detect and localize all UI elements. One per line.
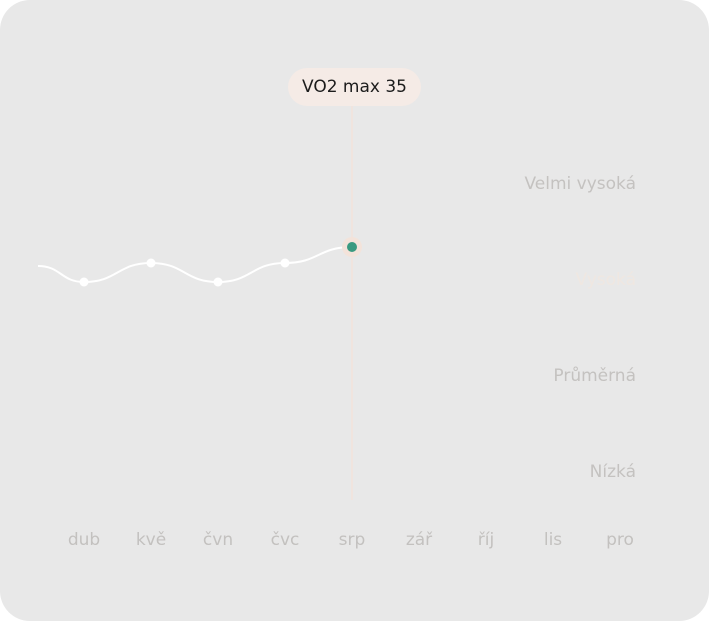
- zone-label-0: Velmi vysoká: [524, 174, 636, 194]
- zone-label-2: Průměrná: [553, 366, 636, 386]
- month-label-8: pro: [606, 530, 634, 550]
- data-points: [79, 237, 362, 287]
- series-line: [37, 246, 353, 284]
- zone-label-1: Vysoká: [575, 270, 636, 290]
- selected-data-point[interactable]: [347, 242, 357, 252]
- month-label-2: čvn: [202, 530, 234, 550]
- zone-label-3: Nízká: [589, 462, 636, 482]
- data-point-1[interactable]: [146, 258, 156, 268]
- selected-value-tooltip: VO2 max 35: [288, 68, 421, 106]
- data-point-2[interactable]: [213, 277, 223, 287]
- month-label-3: čvc: [270, 530, 300, 550]
- data-point-0[interactable]: [79, 277, 89, 287]
- month-label-0: dub: [67, 530, 101, 550]
- month-label-6: říj: [477, 530, 495, 550]
- month-label-5: zář: [405, 530, 433, 550]
- month-label-7: lis: [543, 530, 563, 550]
- data-point-3[interactable]: [280, 258, 290, 268]
- month-label-1: kvě: [135, 530, 167, 550]
- month-label-4: srp: [338, 530, 366, 550]
